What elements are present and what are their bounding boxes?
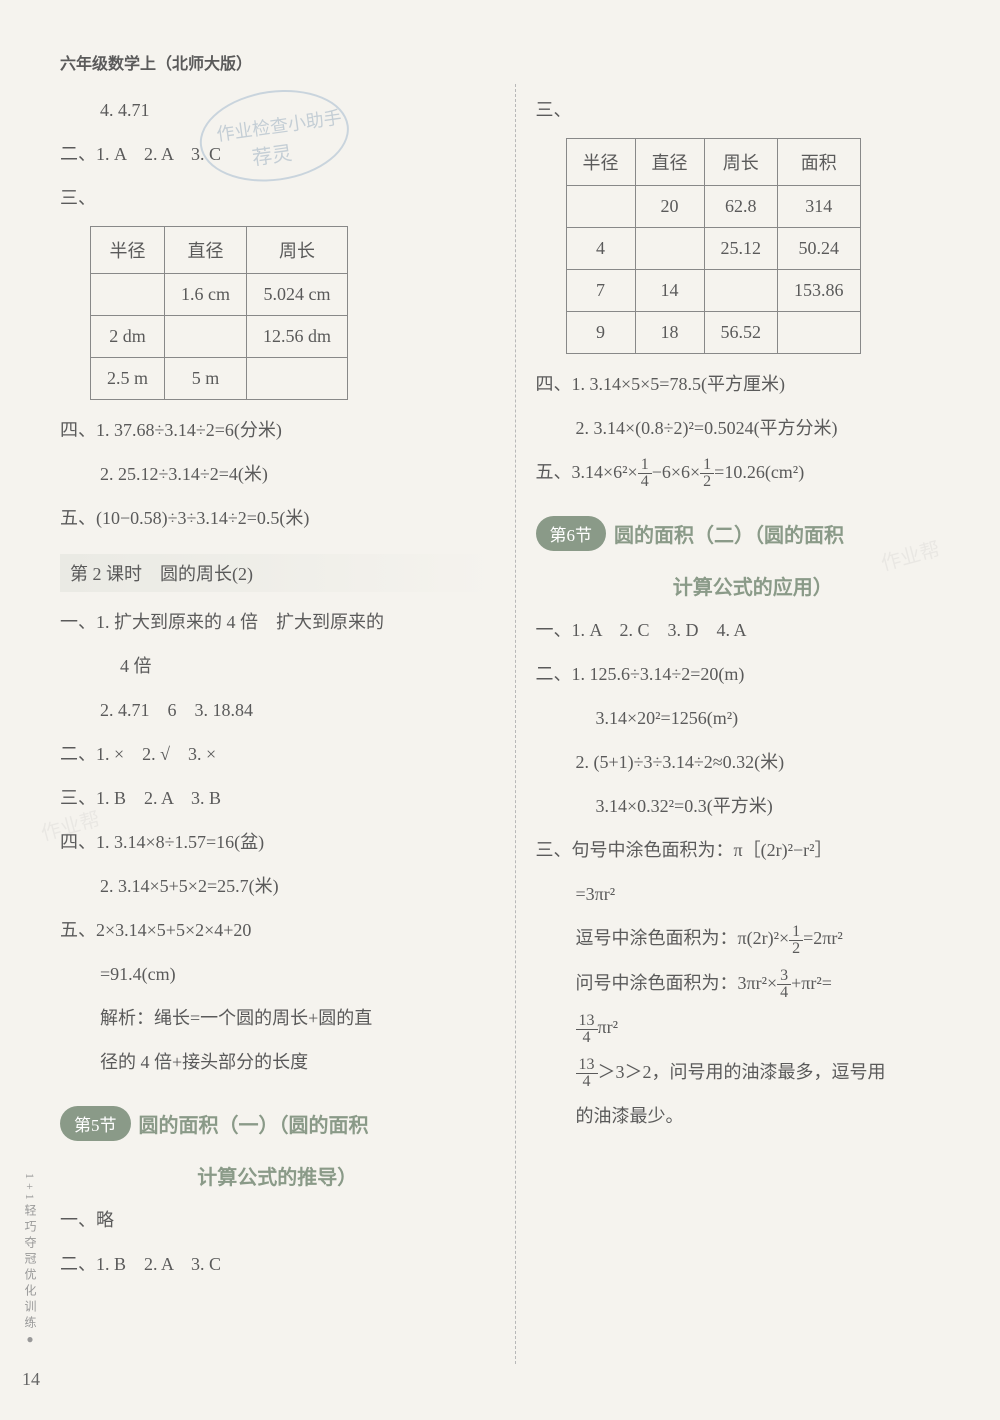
right-column: 三、 半径 直径 周长 面积 20 62.8 314 4 25.12 50.24 — [536, 84, 971, 1364]
table-cell: 12.56 dm — [247, 316, 348, 358]
table-cell — [91, 274, 165, 316]
r-2-2b: 3.14×0.32²=0.3(平方米) — [536, 788, 971, 824]
stamp-line2: 荐灵 — [250, 137, 294, 171]
table-cell: 4 — [566, 228, 635, 270]
left-column: 4. 4.71 二、1. A 2. A 3. C 三、 半径 直径 周长 1.6… — [60, 84, 495, 1364]
table-cell — [704, 270, 778, 312]
table-cell: 314 — [778, 186, 861, 228]
th-perimeter: 周长 — [704, 139, 778, 186]
table-cell: 2 dm — [91, 316, 165, 358]
table-cell: 5 m — [165, 358, 247, 400]
ans-5b: 五、2×3.14×5+5×2×4+20 — [60, 912, 495, 948]
ans-analysis-2: 径的 4 倍+接头部分的长度 — [60, 1044, 495, 1080]
section-6-title: 圆的面积（二）（圆的面积 — [614, 519, 844, 548]
book-header: 六年级数学上（北师大版） — [60, 50, 970, 74]
r-3-3b: 134πr² — [536, 1009, 971, 1045]
ans-2c: 二、1. B 2. A 3. C — [60, 1246, 495, 1282]
table-cell — [566, 186, 635, 228]
r-2-1: 二、1. 125.6÷3.14÷2=20(m) — [536, 656, 971, 692]
ans-1-1: 一、1. 扩大到原来的 4 倍 扩大到原来的 — [60, 604, 495, 640]
r-2-2: 2. (5+1)÷3÷3.14÷2≈0.32(米) — [536, 744, 971, 780]
section-5-subtitle: 计算公式的推导） — [60, 1161, 495, 1190]
th-perimeter: 周长 — [247, 227, 348, 274]
column-divider — [515, 84, 516, 1364]
ans-analysis-1: 解析：绳长=一个圆的周长+圆的直 — [60, 1000, 495, 1036]
table-cell: 18 — [635, 312, 704, 354]
ans-4-2: 2. 25.12÷3.14÷2=4(米) — [60, 456, 495, 492]
th-area: 面积 — [778, 139, 861, 186]
r-3-3: 问号中涂色面积为：3πr²×34+πr²= — [536, 965, 971, 1001]
r-3-2: 逗号中涂色面积为：π(2r)²×12=2πr² — [536, 920, 971, 956]
ans-1-1b: 4 倍 — [60, 648, 495, 684]
ans-4-2b: 2. 3.14×5+5×2=25.7(米) — [60, 868, 495, 904]
th-radius: 半径 — [566, 139, 635, 186]
r-3-5: 的油漆最少。 — [536, 1098, 971, 1134]
ans-5c: =91.4(cm) — [60, 956, 495, 992]
table-cell: 153.86 — [778, 270, 861, 312]
ans-4-1: 四、1. 37.68÷3.14÷2=6(分米) — [60, 412, 495, 448]
r-4-1: 四、1. 3.14×5×5=78.5(平方厘米) — [536, 366, 971, 402]
ans-2: 二、1. × 2. √ 3. × — [60, 736, 495, 772]
table-cell: 50.24 — [778, 228, 861, 270]
r-4-2: 2. 3.14×(0.8÷2)²=0.5024(平方分米) — [536, 410, 971, 446]
page-number: 14 — [22, 1369, 40, 1390]
r-3-4: 134＞3＞2，问号用的油漆最多，逗号用 — [536, 1054, 971, 1090]
table-cell: 20 — [635, 186, 704, 228]
section-6-header: 第6节 圆的面积（二）（圆的面积 — [536, 516, 845, 551]
ans-4-1b: 四、1. 3.14×8÷1.57=16(盆) — [60, 824, 495, 860]
th-diameter: 直径 — [635, 139, 704, 186]
section-5-title: 圆的面积（一）（圆的面积 — [139, 1109, 369, 1138]
table-cell — [635, 228, 704, 270]
r-5: 五、3.14×6²×14−6×6×12=10.26(cm²) — [536, 454, 971, 490]
r-1: 一、1. A 2. C 3. D 4. A — [536, 612, 971, 648]
ans-1-2: 2. 4.71 6 3. 18.84 — [60, 692, 495, 728]
table-cell — [165, 316, 247, 358]
vertical-book-label: 1+1轻巧夺冠优化训练● — [22, 1173, 39, 1350]
table-cell: 9 — [566, 312, 635, 354]
ans-1-略: 一、略 — [60, 1202, 495, 1238]
section-5-header: 第5节 圆的面积（一）（圆的面积 — [60, 1106, 369, 1141]
section-6-subtitle: 计算公式的应用） — [536, 571, 971, 600]
table-cell: 5.024 cm — [247, 274, 348, 316]
section-5-pill: 第5节 — [60, 1106, 131, 1141]
table-cell: 7 — [566, 270, 635, 312]
r-2-1b: 3.14×20²=1256(m²) — [536, 700, 971, 736]
table-cell: 25.12 — [704, 228, 778, 270]
table-cell — [247, 358, 348, 400]
lesson-2-header: 第 2 课时 圆的周长(2) — [60, 554, 495, 592]
r-3-1: 三、句号中涂色面积为：π［(2r)²−r²］ — [536, 832, 971, 868]
table-cell: 56.52 — [704, 312, 778, 354]
th-diameter: 直径 — [165, 227, 247, 274]
section-6-pill: 第6节 — [536, 516, 607, 551]
r-3-1b: =3πr² — [536, 876, 971, 912]
table-cell: 14 — [635, 270, 704, 312]
th-radius: 半径 — [91, 227, 165, 274]
table-cell — [778, 312, 861, 354]
r-sec3-label: 三、 — [536, 92, 971, 128]
ans-5: 五、(10−0.58)÷3÷3.14÷2=0.5(米) — [60, 500, 495, 536]
table-circle-measures: 半径 直径 周长 面积 20 62.8 314 4 25.12 50.24 7 … — [566, 138, 861, 354]
table-radius-diameter-perimeter: 半径 直径 周长 1.6 cm 5.024 cm 2 dm 12.56 dm 2… — [90, 226, 348, 400]
ans-3: 三、1. B 2. A 3. B — [60, 780, 495, 816]
table-cell: 62.8 — [704, 186, 778, 228]
table-cell: 1.6 cm — [165, 274, 247, 316]
table-cell: 2.5 m — [91, 358, 165, 400]
